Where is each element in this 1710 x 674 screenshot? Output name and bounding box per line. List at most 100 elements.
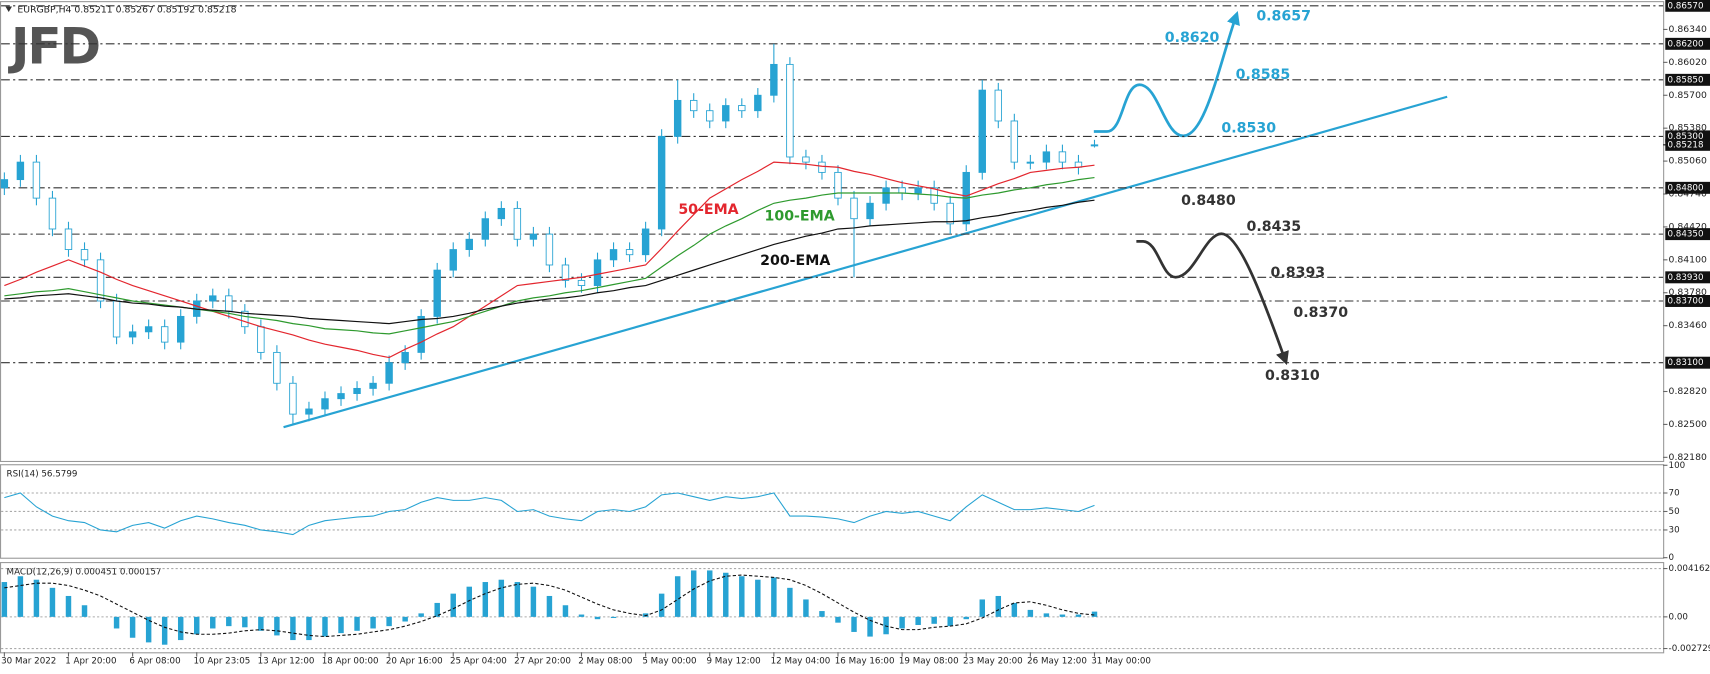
candle-body: [96, 259, 105, 302]
current-price-box: [1665, 138, 1710, 151]
histogram-bar: [1043, 613, 1050, 617]
candle-body: [80, 249, 89, 261]
candle-body: [112, 300, 121, 338]
histogram-bar: [17, 576, 24, 617]
histogram-bar: [258, 616, 264, 631]
candle-body: [337, 393, 345, 400]
x-tick-label: 30 Mar 2022: [1, 656, 56, 666]
histogram-bar: [113, 616, 120, 629]
x-tick-label: 16 May 16:00: [835, 656, 895, 666]
target-label: 0.8393: [1271, 265, 1326, 281]
histogram-bar: [290, 616, 296, 641]
candle-body: [48, 197, 57, 230]
histogram-bar: [402, 616, 408, 622]
level-label: 0.85850: [1667, 75, 1703, 85]
y-tick-label: 0.82500: [1669, 419, 1707, 430]
x-tick-label: 25 Apr 04:00: [450, 656, 507, 666]
histogram-bar: [562, 605, 569, 617]
candle-body: [465, 238, 473, 250]
histogram-bar: [1011, 602, 1018, 617]
chart-title: EURGBP,H4 0.85211 0.85267 0.85192 0.8521…: [17, 4, 236, 15]
x-tick-label: 10 Apr 23:05: [193, 656, 250, 666]
candle-body: [433, 269, 441, 317]
level-label: 0.84800: [1667, 183, 1703, 193]
candle-body: [946, 202, 954, 225]
candle-body: [609, 249, 618, 261]
candle-body: [1058, 151, 1067, 163]
histogram-bar: [690, 570, 697, 617]
candle-body: [673, 99, 682, 137]
x-tick-label: 27 Apr 20:00: [514, 656, 571, 666]
target-label: 0.8370: [1293, 305, 1348, 321]
y-tick-label: 30: [1669, 525, 1680, 535]
candle-body: [1090, 144, 1099, 147]
candle-body: [529, 233, 538, 240]
candle-body: [225, 295, 233, 312]
histogram-bar: [370, 616, 376, 629]
x-tick-label: 18 Apr 00:00: [322, 656, 379, 666]
candle-body: [561, 264, 570, 281]
y-tick-label: 0.82180: [1669, 452, 1707, 463]
y-tick-label: 100: [1669, 461, 1686, 471]
candle-body: [385, 362, 393, 384]
histogram-bar: [386, 616, 392, 627]
target-label: 0.8310: [1265, 368, 1320, 384]
candle-body: [257, 326, 265, 353]
level-box: [1665, 0, 1710, 12]
histogram-bar: [1027, 609, 1034, 617]
bearish-scenario: [1136, 232, 1289, 366]
bullish-scenario: [1093, 10, 1240, 138]
y-tick-label: -0.002729: [1669, 644, 1710, 654]
y-tick-label: 0.83780: [1669, 287, 1707, 298]
x-tick-label: 1 Apr 20:00: [65, 656, 116, 666]
candle-body: [706, 110, 714, 122]
y-tick-label: 0.85380: [1669, 123, 1707, 134]
target-label: 0.8480: [1181, 193, 1236, 209]
candle-body: [882, 187, 890, 204]
histogram-bar: [418, 613, 424, 617]
histogram-bar: [915, 616, 921, 625]
candle-body: [898, 187, 906, 194]
level-box: [1665, 181, 1710, 194]
y-tick-label: 0.84100: [1669, 254, 1707, 265]
histogram-bar: [210, 616, 216, 629]
candle-body: [738, 105, 746, 112]
candle-body: [497, 207, 506, 220]
histogram-bar: [226, 616, 232, 627]
histogram-bar: [161, 616, 168, 645]
candle-body: [32, 161, 41, 199]
ema-line: [4, 161, 1095, 359]
y-tick-label: 0.84420: [1669, 221, 1707, 232]
candle-body: [866, 202, 874, 220]
histogram-bar: [578, 614, 585, 617]
histogram-bar: [482, 582, 489, 617]
level-box: [1665, 73, 1710, 86]
histogram-bar: [851, 616, 857, 632]
histogram-bar: [787, 587, 793, 617]
histogram-bar: [81, 605, 88, 617]
histogram-bar: [274, 616, 280, 636]
current-price-label: 0.85218: [1667, 140, 1703, 150]
candle-body: [1042, 151, 1051, 163]
menu-arrow: [5, 6, 12, 12]
histogram-bar: [594, 616, 601, 620]
histogram-bar: [771, 577, 777, 617]
ema-line: [4, 199, 1095, 325]
candle-body: [657, 135, 666, 230]
candle-body: [1010, 120, 1019, 163]
histogram-bar: [755, 579, 761, 617]
histogram-bar: [338, 616, 344, 634]
candle-body: [305, 408, 313, 415]
target-label: 0.8530: [1221, 120, 1276, 136]
x-tick-label: 9 May 12:00: [706, 656, 760, 666]
y-tick-label: 0.86340: [1669, 24, 1707, 35]
candle-body: [481, 218, 490, 240]
histogram-bar: [322, 616, 328, 637]
histogram-bar: [674, 576, 681, 617]
x-tick-label: 13 Apr 12:00: [258, 656, 315, 666]
candle-body: [209, 295, 217, 302]
candle-body: [850, 197, 858, 220]
histogram-bar: [803, 599, 809, 617]
histogram-bar: [242, 616, 248, 628]
y-tick-label: 0.00: [1669, 612, 1688, 622]
